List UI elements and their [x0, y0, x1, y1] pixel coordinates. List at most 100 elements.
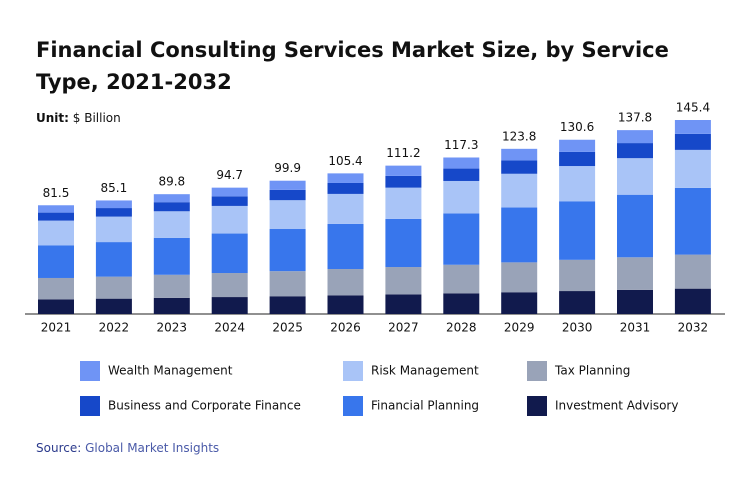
bar-segment — [385, 294, 422, 314]
x-tick-label: 2021 — [41, 321, 72, 335]
bar-segment — [617, 194, 653, 258]
bar-segment — [443, 293, 480, 314]
x-tick-label: 2022 — [99, 321, 130, 335]
bar-segment — [385, 165, 422, 176]
bar-segment — [501, 262, 538, 293]
bar-segment — [153, 194, 190, 203]
bar-segment — [153, 211, 190, 238]
bar-segment — [674, 187, 711, 255]
bar-segment — [617, 143, 653, 159]
bar-segment — [269, 229, 306, 272]
bar-segment — [559, 259, 596, 292]
bar-segment — [95, 242, 132, 277]
bar-segment — [501, 160, 538, 174]
bar-segment — [38, 277, 74, 300]
chart-title: Financial Consulting Services Market Siz… — [36, 38, 669, 94]
x-tick-label: 2031 — [620, 321, 651, 335]
total-label: 99.9 — [274, 161, 301, 175]
bar-segment — [617, 289, 653, 314]
bar-segment — [211, 196, 248, 206]
legend-swatch — [343, 396, 363, 416]
total-label: 105.4 — [328, 154, 362, 168]
legend-label: Tax Planning — [554, 364, 630, 378]
bar-segment — [38, 299, 74, 314]
bar-segment — [38, 205, 74, 213]
legend-label: Financial Planning — [371, 399, 479, 413]
bar-segment — [559, 139, 596, 152]
unit: Unit: $ Billion — [36, 111, 121, 125]
bar-segment — [38, 220, 74, 246]
bar-segment — [153, 297, 190, 314]
x-tick-label: 2030 — [562, 321, 593, 335]
unit-label: Unit: — [36, 111, 69, 125]
bar-segment — [559, 201, 596, 260]
total-label: 137.8 — [618, 111, 652, 125]
bar-segment — [617, 158, 653, 195]
bar-segment — [95, 216, 132, 243]
total-label: 145.4 — [676, 101, 710, 115]
x-tick-label: 2027 — [388, 321, 419, 335]
bar-segment — [559, 291, 596, 314]
bar-segment — [443, 180, 480, 214]
total-label: 81.5 — [43, 186, 70, 200]
bar-segment — [617, 257, 653, 290]
bar-segment — [211, 233, 248, 274]
bar-segment — [327, 223, 364, 270]
x-tick-label: 2029 — [504, 321, 535, 335]
bar-segment — [501, 292, 538, 314]
bar-segment — [674, 120, 711, 134]
bar-segment — [38, 245, 74, 278]
bar-segment — [327, 269, 364, 296]
bar-segment — [153, 202, 190, 212]
x-tick-label: 2032 — [678, 321, 709, 335]
bar-segment — [211, 205, 248, 234]
legend-label: Business and Corporate Finance — [108, 399, 301, 413]
bar-segment — [674, 288, 711, 314]
legend-swatch — [80, 396, 100, 416]
bar-segment — [443, 168, 480, 181]
bar-segment — [211, 187, 248, 197]
bar-segment — [501, 148, 538, 161]
total-label: 111.2 — [386, 146, 420, 160]
bar-segment — [153, 237, 190, 275]
legend-swatch — [343, 361, 363, 381]
unit-value: $ Billion — [72, 111, 121, 125]
bar-segment — [443, 264, 480, 294]
bar-segment — [211, 273, 248, 298]
bar-segment — [269, 296, 306, 314]
bar-segment — [443, 213, 480, 265]
bar-segment — [269, 271, 306, 297]
bar-segment — [617, 130, 653, 144]
bar-segment — [269, 189, 306, 201]
bar-segment — [211, 297, 248, 314]
x-tick-label: 2023 — [157, 321, 188, 335]
bar-segment — [385, 218, 422, 268]
bar-segment — [327, 295, 364, 314]
source-label: Source: — [36, 441, 82, 455]
bar-segment — [501, 207, 538, 263]
bar-segment — [269, 180, 306, 190]
total-label: 94.7 — [216, 168, 243, 182]
bar-segment — [559, 166, 596, 202]
bar-segment — [674, 254, 711, 289]
bar-segment — [38, 212, 74, 221]
bar-segment — [153, 274, 190, 298]
bar-segment — [443, 157, 480, 169]
bar-segment — [385, 187, 422, 219]
total-label: 123.8 — [502, 129, 536, 143]
bar-segment — [269, 200, 306, 230]
legend-swatch — [527, 361, 547, 381]
legend-label: Risk Management — [371, 364, 479, 378]
total-label: 89.8 — [158, 175, 185, 189]
legend-label: Wealth Management — [108, 364, 233, 378]
x-tick-label: 2028 — [446, 321, 477, 335]
bar-segment — [385, 267, 422, 295]
legend-label: Investment Advisory — [555, 399, 678, 413]
bar-segment — [674, 149, 711, 188]
x-tick-label: 2025 — [272, 321, 303, 335]
legend-swatch — [80, 361, 100, 381]
x-tick-label: 2024 — [214, 321, 245, 335]
source: Source: Global Market Insights — [36, 441, 219, 455]
bar-segment — [327, 182, 364, 194]
